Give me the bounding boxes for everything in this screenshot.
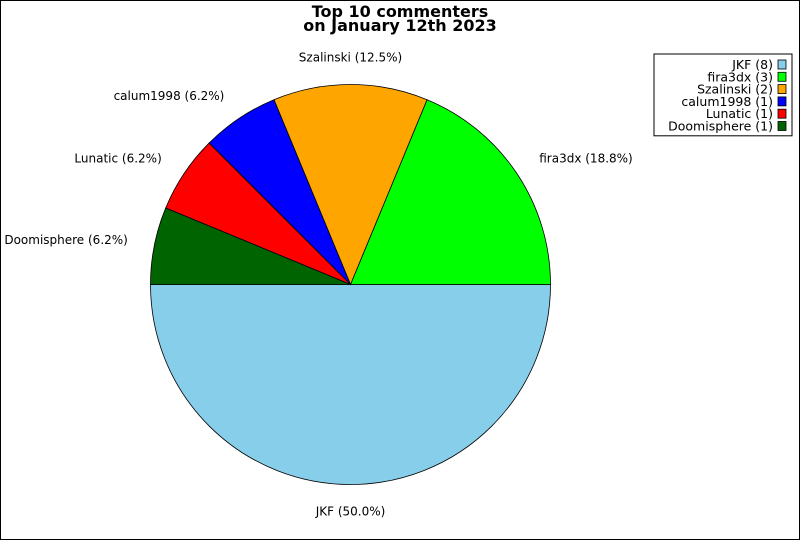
legend-swatch-calum1998 xyxy=(777,96,787,107)
slice-label-calum1998: calum1998 (6.2%) xyxy=(114,89,225,103)
legend-swatch-szalinski xyxy=(777,84,787,94)
pie-slices xyxy=(150,84,551,485)
slice-labels: JKF (50.0%) fira3dx (18.8%) Szalinski (12.… xyxy=(4,51,632,519)
legend-swatch-fira3dx xyxy=(777,71,787,82)
legend-swatch-jkf xyxy=(777,59,787,70)
legend: JKF (8)fira3dx (3)Szalinski (2)calum1998… xyxy=(653,53,793,137)
slice-label-fira3dx: fira3dx (18.8%) xyxy=(539,151,633,165)
pie-slice-szalinski xyxy=(273,84,428,286)
legend-label-lunatic: Lunatic (1) xyxy=(706,106,773,121)
pie-slice-doomisphere xyxy=(150,207,351,285)
legend-label-jkf: JKF (8) xyxy=(731,57,773,72)
slice-label-doomisphere: Doomisphere (6.2%) xyxy=(4,233,128,247)
chart-title-line-2: on January 12th 2023 xyxy=(303,16,497,35)
legend-box xyxy=(653,53,793,137)
slice-label-szalinski: Szalinski (12.5%) xyxy=(299,51,402,65)
legend-label-szalinski: Szalinski (2) xyxy=(697,82,773,97)
chart-title-line-1: Top 10 commenters xyxy=(312,2,489,21)
legend-swatch-lunatic xyxy=(777,108,787,119)
legend-label-fira3dx: fira3dx (3) xyxy=(707,69,773,84)
pie-slice-fira3dx xyxy=(349,99,551,285)
legend-label-doomisphere: Doomisphere (1) xyxy=(668,119,773,134)
slice-label-jkf: JKF (50.0%) xyxy=(315,505,386,519)
legend-label-calum1998: calum1998 (1) xyxy=(681,94,773,109)
legend-swatch-doomisphere xyxy=(777,121,787,131)
pie-slice-jkf xyxy=(150,284,551,485)
slice-label-lunatic: Lunatic (6.2%) xyxy=(74,151,161,165)
